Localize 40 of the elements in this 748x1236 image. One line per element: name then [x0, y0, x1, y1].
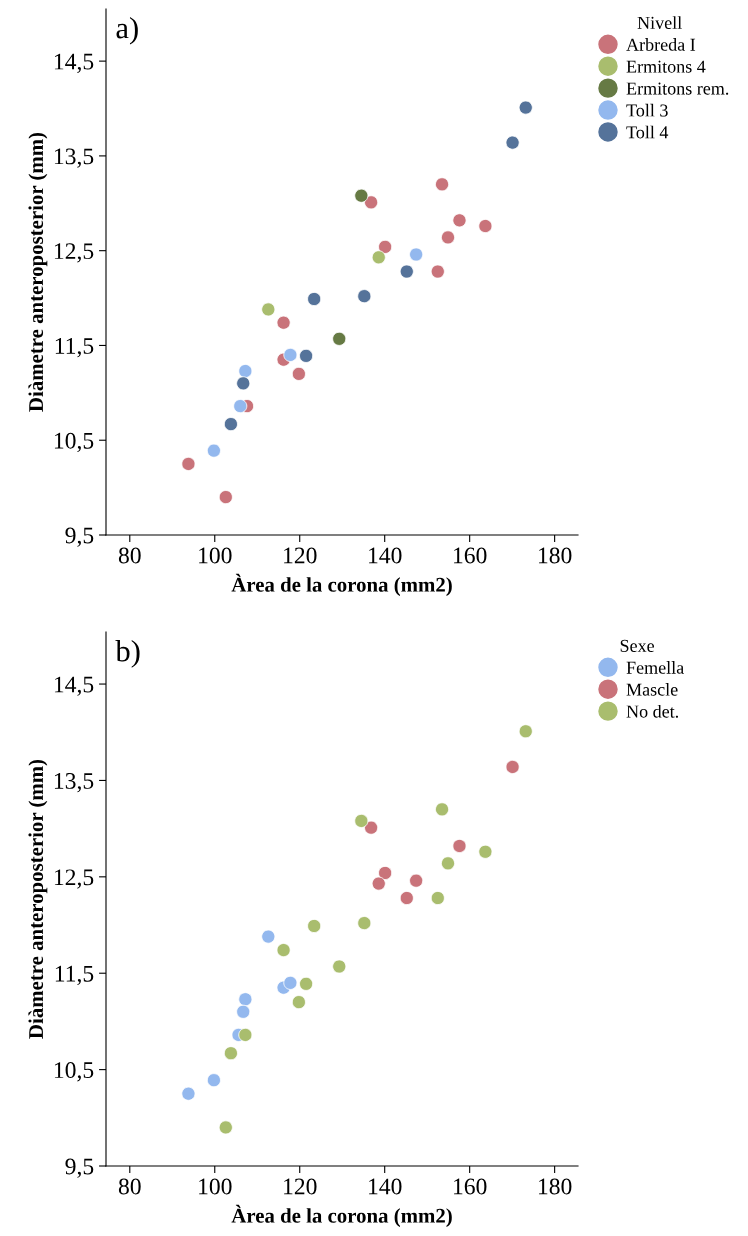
x-tick-label: 100: [199, 547, 232, 564]
x-tick-label: 140: [369, 547, 402, 564]
legend-label: Arbreda I: [626, 38, 696, 51]
legend-label: Femella: [626, 661, 684, 674]
y-tick-label: 12,5: [54, 243, 94, 263]
legend-label: Ermitons rem.: [626, 82, 729, 95]
x-axis-title: Àrea de la corona (mm2): [231, 1204, 452, 1228]
legend-label: No det.: [626, 704, 679, 718]
x-tick-label: 180: [539, 1178, 572, 1195]
y-tick-label: 14,5: [54, 676, 94, 696]
y-tick-label: 11,5: [55, 338, 94, 358]
legend-label: Toll 4: [626, 125, 669, 139]
y-tick-label: 12,5: [54, 869, 94, 889]
y-tick-label: 14,5: [54, 53, 94, 73]
x-tick-label: 120: [284, 547, 317, 564]
y-tick-label: 10,5: [54, 1062, 94, 1082]
x-tick-label: 180: [539, 547, 572, 564]
x-tick-label: 140: [369, 1178, 402, 1195]
legend-label: Mascle: [626, 683, 678, 696]
x-tick-label: 160: [454, 1178, 487, 1195]
x-tick-label: 120: [284, 1178, 317, 1195]
y-tick-label: 13,5: [54, 148, 94, 168]
x-tick-label: 160: [454, 547, 487, 564]
x-tick-label: 80: [118, 547, 141, 564]
y-tick-label: 9,5: [65, 527, 94, 547]
x-tick-label: 100: [199, 1178, 232, 1195]
y-axis-title: Diàmetre anteroposterior (mm): [28, 132, 48, 412]
annotation: b): [115, 640, 140, 668]
annotation: a): [116, 16, 138, 45]
y-tick-label: 13,5: [54, 773, 94, 793]
legend-title: Nivell: [637, 16, 682, 29]
y-tick-label: 9,5: [65, 1158, 94, 1178]
y-tick-label: 10,5: [54, 432, 94, 453]
legend-label: Toll 3: [626, 103, 668, 117]
x-tick-label: 80: [118, 1178, 141, 1195]
legend-label: Ermitons 4: [626, 60, 706, 73]
legend-title: Sexe: [620, 639, 654, 652]
x-axis-title: Àrea de la corona (mm2): [231, 573, 452, 597]
y-axis-title: Diàmetre anteroposterior (mm): [28, 759, 48, 1039]
y-tick-label: 11,5: [55, 965, 94, 986]
